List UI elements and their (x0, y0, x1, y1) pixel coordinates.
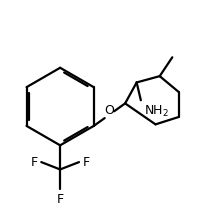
Text: O: O (105, 104, 114, 117)
Text: F: F (83, 156, 90, 169)
Text: F: F (30, 156, 37, 169)
Text: NH$_2$: NH$_2$ (144, 103, 169, 119)
Text: F: F (57, 193, 64, 206)
